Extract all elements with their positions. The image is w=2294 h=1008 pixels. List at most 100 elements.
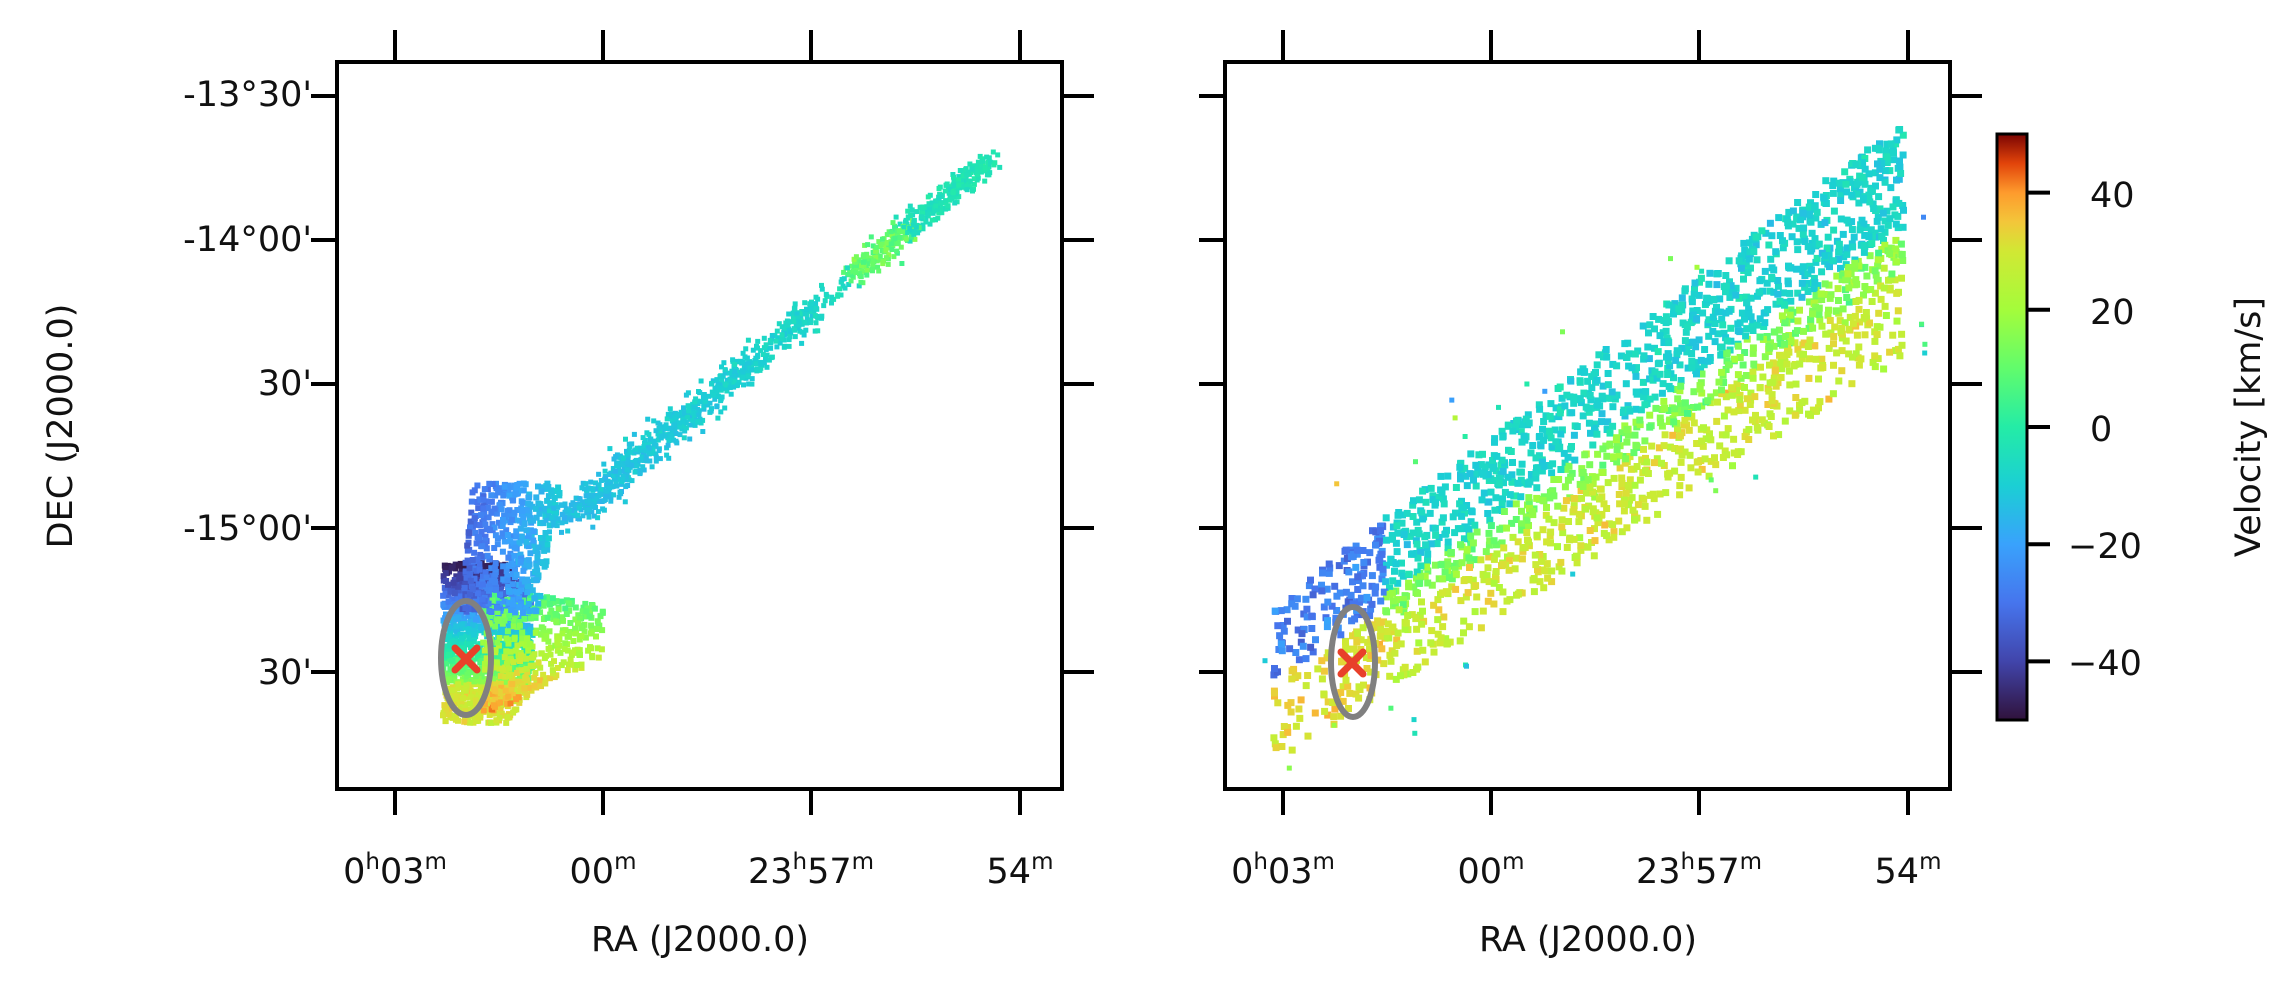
- velocity-pixel: [1705, 472, 1713, 480]
- velocity-pixel: [1542, 567, 1550, 575]
- velocity-pixel: [1632, 388, 1640, 396]
- velocity-pixel: [888, 229, 894, 235]
- velocity-pixel: [1432, 499, 1440, 507]
- velocity-pixel: [1501, 488, 1509, 496]
- velocity-pixel: [1598, 410, 1606, 418]
- y-tick-label: 30': [258, 364, 312, 404]
- velocity-pixel: [1743, 299, 1751, 307]
- velocity-pixel: [689, 413, 695, 419]
- velocity-pixel: [796, 322, 802, 328]
- velocity-pixel: [1556, 383, 1564, 391]
- velocity-pixel: [445, 581, 451, 588]
- velocity-pixel: [657, 422, 663, 428]
- velocity-pixel: [1718, 350, 1726, 358]
- velocity-pixel: [481, 647, 488, 654]
- velocity-pixel: [602, 468, 608, 474]
- velocity-pixel: [538, 488, 545, 495]
- velocity-pixel: [1558, 567, 1566, 575]
- velocity-pixel: [1800, 224, 1808, 232]
- velocity-pixel: [518, 678, 525, 685]
- velocity-pixel: [509, 563, 516, 569]
- velocity-pixel: [714, 389, 720, 395]
- velocity-pixel: [1624, 402, 1632, 410]
- velocity-pixel: [1789, 207, 1797, 215]
- velocity-pixel: [453, 615, 460, 622]
- velocity-pixel: [493, 510, 500, 517]
- velocity-pixel: [624, 467, 630, 473]
- velocity-pixel: [543, 652, 549, 659]
- velocity-pixel: [772, 332, 778, 338]
- velocity-pixel: [489, 577, 495, 584]
- velocity-pixel: [559, 520, 565, 526]
- velocity-pixel: [533, 548, 539, 554]
- velocity-pixel: [503, 568, 510, 574]
- velocity-pixel: [1651, 459, 1658, 467]
- velocity-pixel: [501, 617, 508, 624]
- velocity-pixel: [488, 609, 495, 615]
- velocity-pixel: [685, 403, 691, 409]
- velocity-pixel: [1536, 578, 1544, 586]
- velocity-pixel: [542, 680, 549, 687]
- velocity-pixel: [563, 611, 570, 617]
- velocity-pixel: [507, 648, 514, 655]
- velocity-pixel: [1873, 217, 1881, 225]
- velocity-pixel: [1460, 535, 1468, 543]
- velocity-pixel: [1838, 276, 1846, 284]
- velocity-pixel: [1525, 499, 1533, 507]
- velocity-pixel: [564, 667, 571, 674]
- velocity-pixel: [1331, 582, 1339, 590]
- velocity-pixel: [591, 498, 597, 504]
- velocity-pixel: [1875, 309, 1883, 317]
- velocity-pixel: [1774, 282, 1782, 290]
- velocity-pixel: [551, 505, 557, 511]
- velocity-pixel: [1589, 480, 1597, 488]
- velocity-pixel: [719, 394, 725, 400]
- velocity-pixel: [1279, 622, 1287, 629]
- velocity-pixel: [521, 615, 528, 622]
- velocity-pixel: [1404, 670, 1412, 678]
- velocity-pixel: [890, 220, 896, 226]
- velocity-pixel: [521, 578, 528, 585]
- velocity-pixel: [1618, 474, 1626, 482]
- velocity-pixel: [473, 616, 480, 623]
- velocity-pixel: [451, 638, 458, 645]
- velocity-pixel: [493, 710, 500, 717]
- velocity-pixel: [646, 431, 652, 437]
- velocity-pixel: [1413, 625, 1421, 633]
- velocity-pixel: [1752, 411, 1759, 419]
- velocity-pixel: [540, 520, 547, 527]
- velocity-pixel: [829, 294, 835, 300]
- velocity-pixel: [477, 522, 484, 529]
- velocity-pixel: [492, 647, 499, 653]
- velocity-pixel: [1766, 219, 1774, 227]
- velocity-pixel: [513, 484, 520, 491]
- velocity-pixel: [501, 590, 508, 596]
- velocity-pixel: [1311, 709, 1319, 717]
- velocity-pixel: [730, 358, 736, 364]
- velocity-pixel: [655, 431, 661, 437]
- velocity-pixel: [1632, 418, 1640, 426]
- velocity-pixel: [709, 389, 715, 395]
- velocity-pixel: [572, 604, 579, 611]
- velocity-pixel: [479, 581, 486, 588]
- velocity-pixel: [534, 567, 541, 574]
- velocity-pixel: [500, 571, 507, 578]
- velocity-pixel: [1791, 411, 1799, 419]
- velocity-pixel: [1548, 443, 1556, 451]
- velocity-pixel: [1333, 592, 1341, 600]
- velocity-pixel: [656, 448, 662, 454]
- velocity-pixel: [553, 618, 560, 625]
- velocity-pixel: [1525, 522, 1532, 529]
- velocity-pixel: [588, 622, 595, 629]
- velocity-pixel: [622, 458, 627, 464]
- velocity-pixel: [1589, 488, 1596, 496]
- velocity-pixel: [1475, 451, 1483, 459]
- velocity-pixel: [485, 600, 492, 607]
- velocity-pixel: [1582, 505, 1589, 513]
- velocity-pixel: [1694, 403, 1701, 411]
- velocity-pixel: [1415, 496, 1423, 504]
- velocity-pixel: [1342, 676, 1350, 684]
- velocity-pixel: [538, 683, 544, 690]
- velocity-pixel: [460, 665, 467, 672]
- velocity-pixel: [1547, 528, 1555, 536]
